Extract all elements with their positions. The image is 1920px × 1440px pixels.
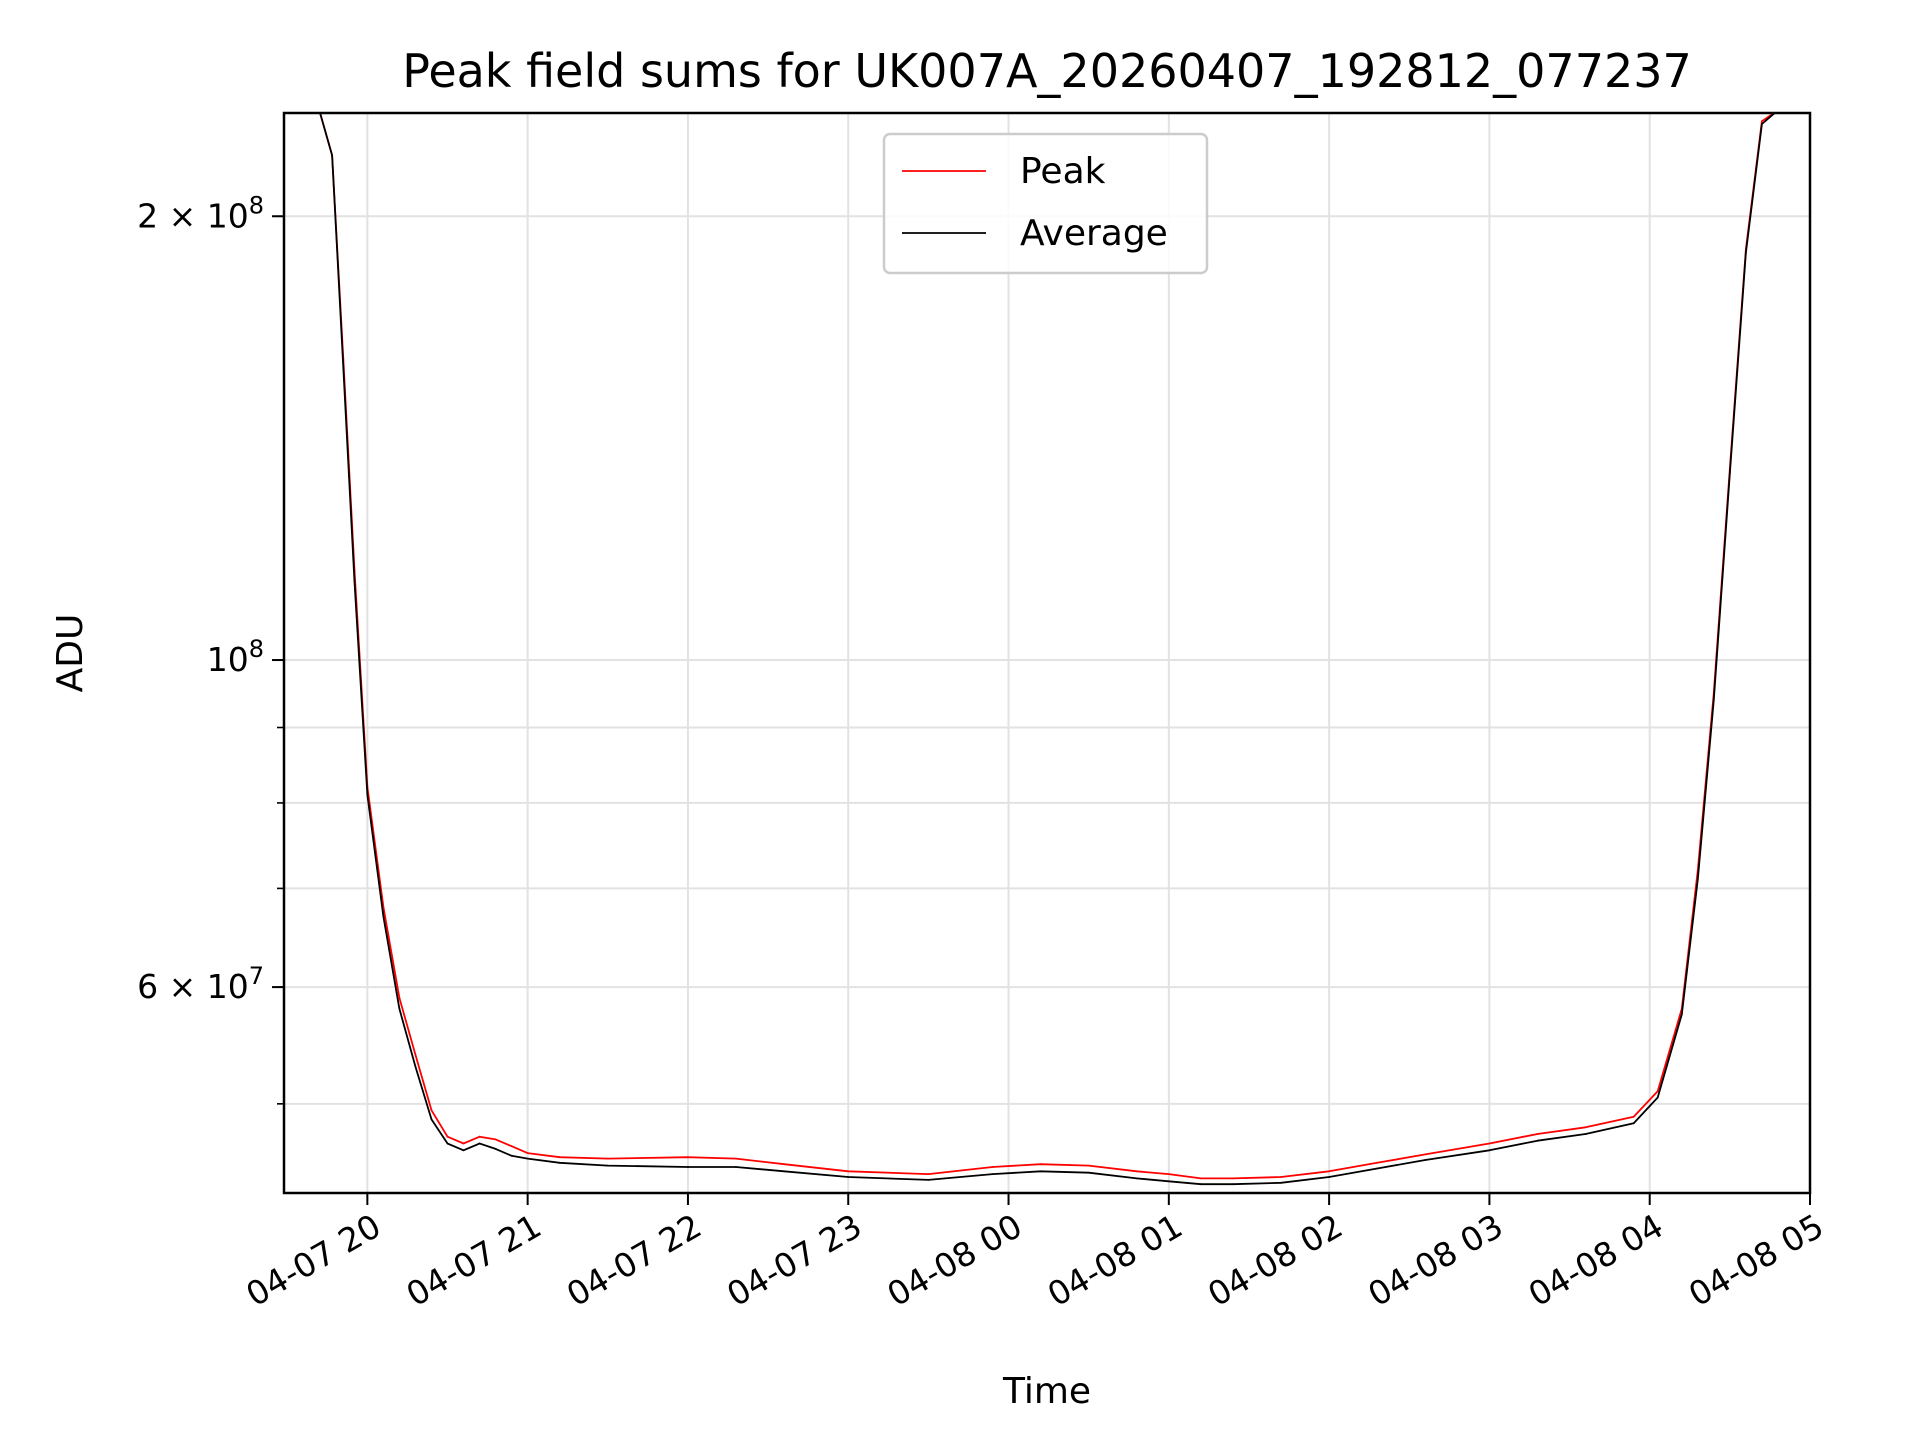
series-line-average <box>319 113 1777 1186</box>
data-point-peak <box>1039 1163 1042 1166</box>
y-axis: 2 × 108 108 6 × 107 <box>137 191 284 1105</box>
data-point-average <box>342 366 345 369</box>
data-point-peak <box>1135 1170 1138 1173</box>
data-point-average <box>353 580 356 583</box>
data-point-average <box>1696 878 1699 881</box>
data-point-peak <box>735 1157 737 1160</box>
data-point-peak <box>558 1156 561 1159</box>
data-point-average <box>1632 1122 1635 1125</box>
data-point-peak <box>991 1166 994 1168</box>
data-point-average <box>1488 1149 1491 1152</box>
data-point-average <box>366 794 369 796</box>
data-point-peak <box>526 1152 529 1154</box>
data-point-average <box>1167 1180 1170 1183</box>
plot-frame <box>282 111 1812 1195</box>
data-point-peak <box>1087 1164 1090 1167</box>
data-point-average <box>847 1176 850 1178</box>
y-tick-label: 2 × 108 <box>137 191 264 235</box>
legend: Peak Average <box>882 132 1209 275</box>
data-point-average <box>398 1007 401 1010</box>
data-point-peak <box>1376 1161 1379 1164</box>
data-point-average <box>1280 1181 1282 1184</box>
data-point-peak <box>446 1135 449 1138</box>
data-point-average <box>1729 471 1731 474</box>
data-point-average <box>1584 1133 1587 1135</box>
data-point-peak <box>1200 1177 1202 1180</box>
data-point-average <box>414 1065 417 1068</box>
data-point-average <box>783 1170 785 1173</box>
data-point-average <box>526 1157 529 1160</box>
data-point-average <box>606 1164 609 1167</box>
data-point-average <box>735 1166 737 1168</box>
data-point-average <box>1087 1171 1090 1174</box>
chart-title: Peak field sums for UK007A_20260407_1928… <box>402 44 1692 98</box>
data-point-peak <box>430 1109 433 1112</box>
legend-label-peak: Peak <box>1020 151 1106 192</box>
data-point-peak <box>1536 1133 1539 1135</box>
data-point-average <box>687 1166 689 1168</box>
data-point-average <box>558 1161 561 1164</box>
data-point-average <box>382 915 385 918</box>
legend-box <box>882 132 1209 275</box>
data-point-average <box>1039 1170 1042 1173</box>
data-point-peak <box>1488 1142 1491 1145</box>
data-point-peak <box>414 1053 417 1056</box>
data-point-average <box>1656 1096 1659 1099</box>
data-point-average <box>927 1179 930 1181</box>
data-point-peak <box>1584 1126 1587 1129</box>
data-point-peak <box>1167 1173 1170 1175</box>
data-point-peak <box>606 1157 609 1160</box>
data-point-average <box>1376 1167 1379 1170</box>
legend-label-average: Average <box>1020 213 1168 254</box>
data-point-peak <box>510 1145 513 1148</box>
data-point-peak <box>462 1142 465 1145</box>
data-point-peak <box>494 1138 497 1141</box>
data-point-peak <box>927 1173 930 1175</box>
data-point-average <box>1745 251 1747 254</box>
data-point-peak <box>1761 120 1763 123</box>
data-point-average <box>494 1148 497 1150</box>
data-point-peak <box>1424 1153 1427 1156</box>
data-point-average <box>1200 1183 1202 1186</box>
y-axis-label: ADU <box>50 614 91 693</box>
data-point-average <box>1712 698 1715 701</box>
data-point-peak <box>847 1170 850 1173</box>
data-point-average <box>1761 123 1763 125</box>
series-layer <box>319 113 1777 1186</box>
data-point-peak <box>398 997 401 999</box>
y-tick-label: 108 <box>207 635 264 679</box>
data-point-average <box>1328 1176 1330 1178</box>
data-point-average <box>430 1118 433 1121</box>
data-point-average <box>510 1154 513 1157</box>
data-point-peak <box>478 1135 481 1138</box>
data-point-peak <box>1656 1090 1659 1093</box>
data-point-peak <box>1632 1115 1635 1118</box>
data-point-average <box>446 1142 449 1145</box>
data-point-average <box>1424 1159 1427 1161</box>
data-point-peak <box>783 1163 785 1166</box>
x-axis-label: Time <box>1002 1371 1091 1412</box>
data-point-average <box>462 1149 465 1152</box>
data-point-average <box>1232 1183 1234 1186</box>
data-point-peak <box>1232 1177 1234 1180</box>
data-point-peak <box>1328 1170 1330 1173</box>
data-point-average <box>1680 1013 1683 1016</box>
data-point-peak <box>687 1156 689 1159</box>
data-point-average <box>1135 1177 1138 1180</box>
data-point-average <box>331 154 333 157</box>
data-point-peak <box>1280 1176 1282 1178</box>
data-point-average <box>478 1142 481 1145</box>
y-tick-label: 6 × 107 <box>137 962 264 1006</box>
data-point-average <box>991 1173 994 1175</box>
data-point-average <box>1536 1139 1539 1142</box>
